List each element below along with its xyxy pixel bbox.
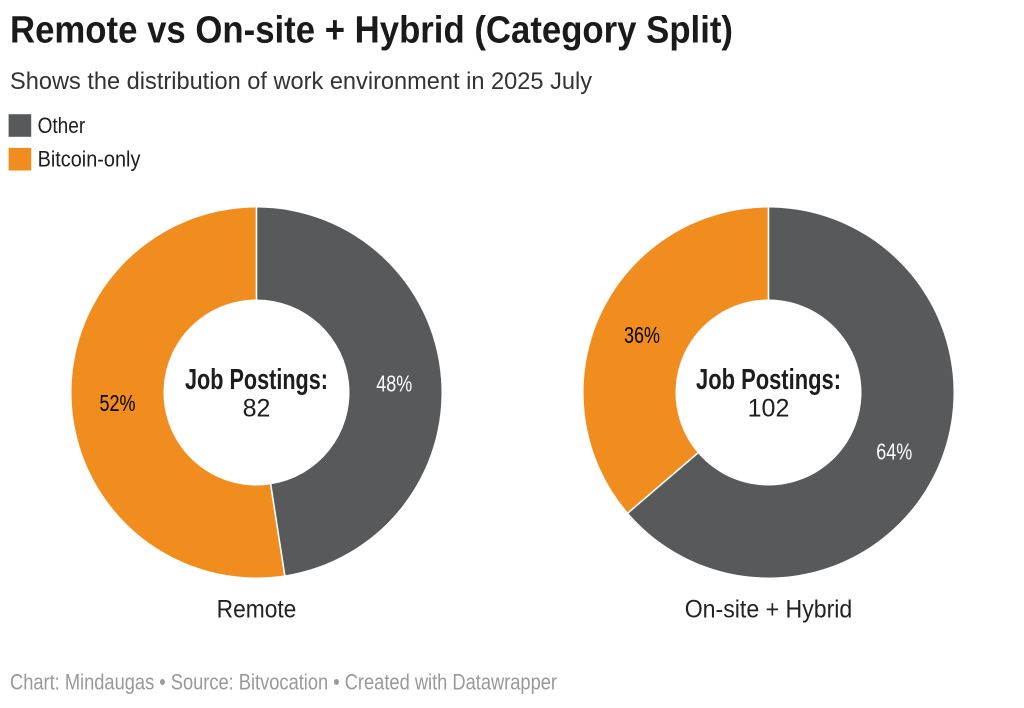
svg-text:36%: 36%: [624, 322, 660, 348]
svg-text:82: 82: [243, 394, 271, 422]
svg-text:48%: 48%: [376, 371, 412, 397]
svg-text:Job Postings:: Job Postings:: [696, 364, 841, 396]
svg-text:On-site + Hybrid: On-site + Hybrid: [685, 596, 853, 624]
svg-text:102: 102: [748, 394, 790, 422]
svg-text:Bitcoin-only: Bitcoin-only: [38, 147, 141, 172]
svg-text:Other: Other: [38, 113, 86, 138]
svg-text:Chart: Mindaugas • Source: Bit: Chart: Mindaugas • Source: Bitvocation •…: [10, 669, 557, 694]
svg-text:Shows the distribution of work: Shows the distribution of work environme…: [10, 68, 592, 95]
svg-text:Remote vs On-site + Hybrid (Ca: Remote vs On-site + Hybrid (Category Spl…: [10, 10, 733, 52]
svg-text:Job Postings:: Job Postings:: [185, 364, 328, 396]
svg-text:64%: 64%: [876, 438, 912, 464]
svg-text:52%: 52%: [100, 390, 136, 416]
svg-text:Remote: Remote: [217, 596, 297, 624]
